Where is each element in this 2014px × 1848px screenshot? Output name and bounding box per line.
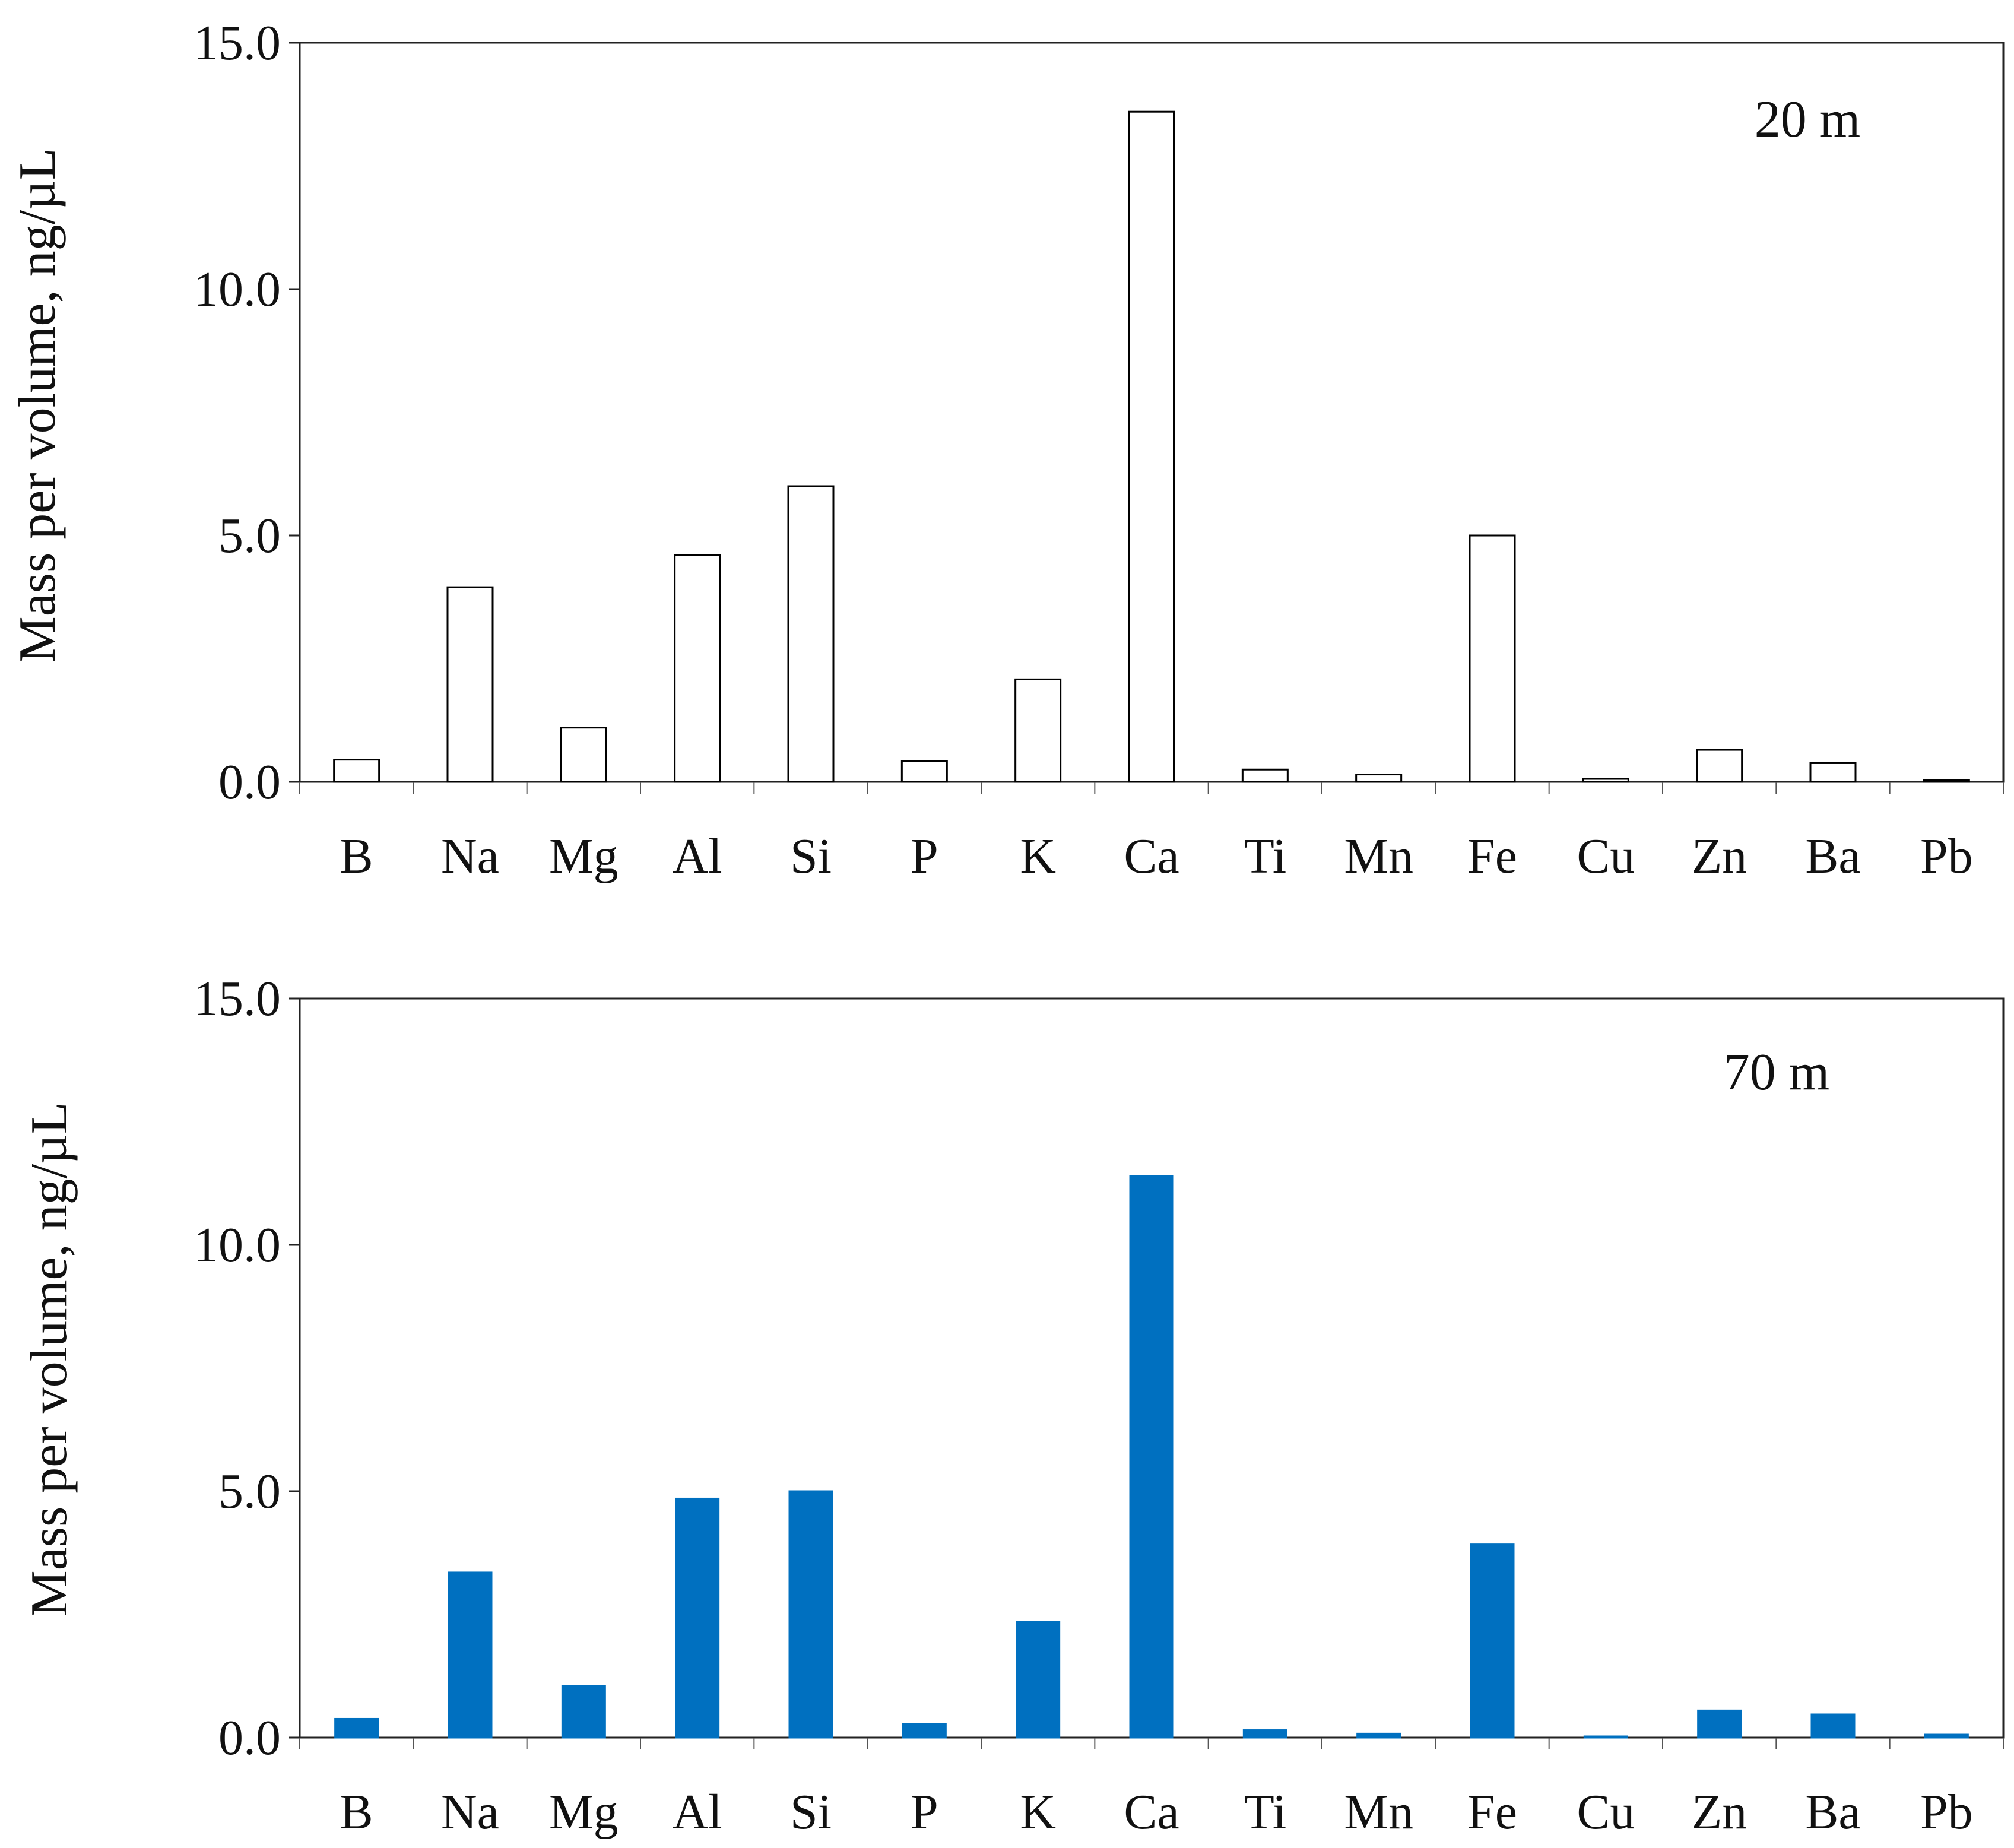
x-category-label: Mg (549, 829, 619, 884)
bar (334, 1717, 379, 1739)
x-category-label: Si (790, 829, 832, 884)
y-tick-label: 15.0 (194, 15, 281, 71)
panel-label-top: 20 m (1755, 91, 1860, 148)
x-category-label: Ba (1805, 1784, 1860, 1840)
x-category-label: Mg (549, 1784, 619, 1840)
x-category-label: K (1020, 829, 1056, 884)
x-category-label: Zn (1692, 829, 1747, 884)
bar (1356, 1732, 1401, 1739)
bar (787, 485, 835, 783)
panel-label-bottom: 70 m (1724, 1044, 1829, 1101)
x-category-label: Si (790, 1784, 832, 1840)
x-category-label: Al (673, 1784, 722, 1840)
y-axis-label-top: Mass per volume, ng/µL (9, 148, 66, 663)
bar (1809, 762, 1857, 783)
bar (1355, 774, 1403, 783)
y-axis-label-bottom: Mass per volume, ng/µL (21, 1102, 78, 1616)
x-category-label: Mn (1344, 829, 1413, 884)
y-tick-label: 10.0 (194, 262, 281, 317)
bar (333, 759, 380, 783)
y-tick-label: 10.0 (194, 1218, 281, 1273)
x-category-label: Ca (1124, 829, 1179, 884)
x-category-label: Mn (1344, 1784, 1413, 1840)
x-category-label: Ba (1805, 829, 1860, 884)
bar (1014, 678, 1062, 783)
y-tick-label: 15.0 (194, 971, 281, 1026)
bar (446, 586, 494, 783)
bar (1470, 1543, 1515, 1739)
bar (1129, 1175, 1174, 1739)
x-category-label: Pb (1920, 1784, 1973, 1840)
bar (1696, 749, 1743, 783)
bar (560, 727, 607, 783)
x-category-label: Zn (1692, 1784, 1747, 1840)
bar (1241, 768, 1289, 783)
x-category-label: B (340, 1784, 373, 1840)
bar (1016, 1621, 1061, 1739)
bar (1810, 1713, 1856, 1739)
bar (900, 760, 948, 783)
bar (674, 554, 721, 783)
bar (788, 1490, 833, 1739)
x-category-label: Na (441, 1784, 499, 1840)
bar (561, 1685, 606, 1739)
x-category-label: Na (441, 829, 499, 884)
bar (902, 1723, 947, 1739)
bar (1242, 1729, 1287, 1739)
x-category-label: Fe (1467, 829, 1517, 884)
x-category-label: Fe (1467, 1784, 1517, 1840)
bar (1697, 1709, 1742, 1739)
x-category-label: P (911, 1784, 938, 1840)
x-category-label: Cu (1577, 1784, 1635, 1840)
chart-panel-20m: Mass per volume, ng/µL 20 m 0.0 5.0 10.0 15… (9, 15, 2005, 884)
chart-panel-70m: Mass per volume, ng/µL 70 m 0.0 5.0 10.0 15… (21, 971, 2005, 1840)
bar (1923, 779, 1970, 783)
x-category-label: Cu (1577, 829, 1635, 884)
y-tick-label: 0.0 (218, 1710, 281, 1765)
x-category-label: P (911, 829, 938, 884)
x-category-label: K (1020, 1784, 1056, 1840)
y-tick-label: 5.0 (218, 508, 281, 563)
bar (1582, 778, 1629, 783)
y-tick-label: 5.0 (218, 1464, 281, 1519)
x-category-label: Ti (1244, 829, 1286, 884)
bar (675, 1497, 720, 1739)
bar (1924, 1733, 1969, 1739)
bar (1469, 534, 1516, 783)
x-category-label: Ti (1244, 1784, 1286, 1840)
x-category-label: Al (673, 829, 722, 884)
y-tick-label: 0.0 (218, 755, 281, 810)
bar (1128, 110, 1175, 783)
x-category-label: Ca (1124, 1784, 1179, 1840)
bar (1583, 1735, 1628, 1739)
bar (448, 1571, 493, 1739)
x-category-label: B (340, 829, 373, 884)
x-category-label: Pb (1920, 829, 1973, 884)
